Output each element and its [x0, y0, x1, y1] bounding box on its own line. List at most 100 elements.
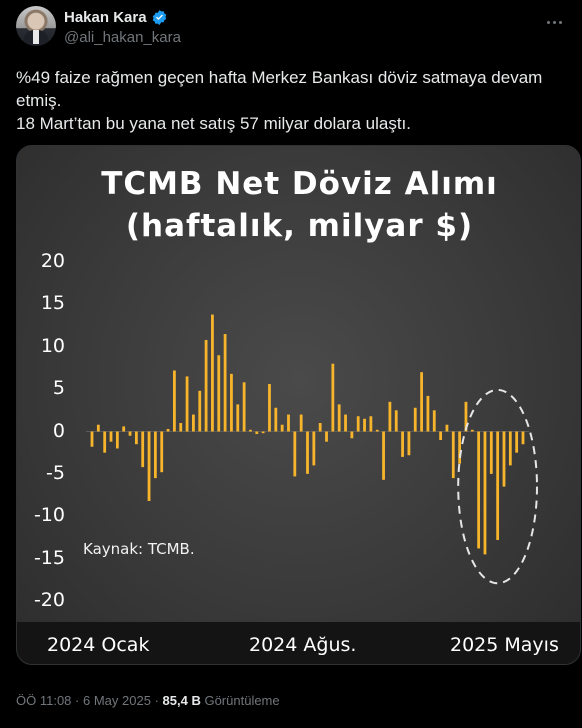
chart-bar — [413, 407, 417, 432]
chart-bar — [426, 395, 430, 432]
chart-bar — [496, 431, 500, 540]
meta-separator: · — [154, 693, 159, 708]
chart-bar — [122, 426, 126, 432]
chart-bar — [115, 431, 119, 449]
chart-bar — [483, 431, 487, 555]
tweet-header: Hakan Kara @ali_hakan_kara — [16, 6, 566, 50]
chart-bar — [458, 431, 462, 464]
x-category-label: 2024 Ağus. — [249, 634, 357, 656]
chart-bar — [470, 429, 474, 432]
chart-bar — [274, 407, 278, 432]
chart-bar — [515, 431, 519, 453]
chart-bar — [192, 414, 195, 432]
chart-bar — [451, 431, 455, 479]
author-name-row: Hakan Kara — [64, 9, 168, 26]
view-count: 85,4 B — [162, 693, 201, 708]
chart-bar — [337, 404, 341, 432]
chart-bar — [280, 424, 284, 432]
chart-bar — [173, 370, 176, 432]
verified-badge-icon — [152, 10, 166, 25]
chart-bar — [325, 431, 328, 442]
chart-bar — [350, 431, 354, 439]
chart-bar — [489, 431, 493, 474]
chart-bar — [382, 431, 385, 480]
tweet-date[interactable]: 6 May 2025 — [83, 693, 151, 708]
x-axis-band — [17, 622, 580, 664]
chart-bar — [521, 431, 525, 445]
chart-bar — [502, 431, 506, 487]
y-tick-label: -15 — [33, 546, 65, 569]
highlight-ellipse — [457, 388, 539, 585]
avatar-shirt — [33, 30, 39, 44]
chart-bar — [356, 416, 360, 432]
chart-subtitle: (haftalık, milyar $) — [125, 208, 474, 244]
meta-separator: · — [75, 693, 80, 708]
tweet-text-line-1: %49 faize rağmen geçen hafta Merkez Bank… — [16, 68, 543, 110]
y-tick-label: 10 — [40, 334, 65, 357]
chart-bar — [90, 431, 94, 447]
chart-bar — [109, 431, 113, 442]
chart-bar — [134, 431, 138, 445]
chart-bar — [179, 423, 183, 432]
chart-bar — [287, 414, 290, 432]
chart-bar — [141, 431, 145, 468]
chart-bar — [388, 401, 392, 432]
chart-bar — [420, 372, 423, 432]
chart-bar — [394, 410, 398, 432]
chart-bar — [407, 431, 411, 456]
more-options-icon[interactable] — [542, 12, 566, 32]
chart-bar — [439, 431, 442, 440]
chart-bar — [242, 382, 246, 432]
chart-bar — [185, 376, 189, 432]
x-category-label: 2024 Ocak — [47, 634, 150, 656]
chart-bar — [464, 401, 468, 432]
author-display-name[interactable]: Hakan Kara — [64, 9, 147, 26]
chart-bar — [236, 404, 240, 432]
chart-bar — [331, 363, 335, 432]
author-handle[interactable]: @ali_hakan_kara — [64, 29, 181, 46]
chart-bar — [249, 429, 252, 432]
chart-bar — [299, 414, 303, 432]
chart-bar — [477, 431, 481, 549]
chart-bar — [306, 431, 309, 474]
chart-bar — [312, 431, 316, 466]
chart-bar — [198, 390, 202, 432]
chart-bar — [363, 418, 366, 432]
view-count-label: Görüntüleme — [204, 693, 280, 708]
tweet-time[interactable]: ÖÖ 11:08 — [16, 693, 72, 708]
avatar[interactable] — [16, 6, 56, 46]
chart-bar — [217, 355, 221, 432]
x-category-label: 2025 Mayıs — [450, 634, 559, 656]
y-tick-label: -20 — [33, 589, 65, 611]
chart-plot — [86, 314, 539, 585]
y-tick-label: -5 — [46, 461, 65, 484]
chart-bar — [230, 373, 233, 432]
chart-bar — [293, 431, 297, 477]
chart-bar — [96, 424, 100, 432]
chart-bar — [261, 431, 265, 434]
tweet-media-chart[interactable]: TCMB Net Döviz Alımı (haftalık, milyar $… — [16, 145, 581, 665]
tweet-meta: ÖÖ 11:08 · 6 May 2025 · 85,4 B Görüntüle… — [16, 693, 280, 708]
chart-source: Kaynak: TCMB. — [83, 540, 195, 558]
y-tick-label: -10 — [33, 504, 65, 527]
chart-bar — [204, 339, 208, 432]
y-tick-label: 5 — [52, 377, 65, 400]
chart-bar — [508, 431, 512, 466]
chart-bar — [147, 431, 151, 501]
chart-bar — [369, 416, 373, 432]
chart-bar — [211, 314, 214, 432]
chart-bar — [268, 384, 271, 432]
chart-bar — [432, 410, 436, 432]
y-tick-label: 15 — [40, 292, 65, 315]
chart-bar — [401, 431, 404, 457]
tweet-text: %49 faize rağmen geçen hafta Merkez Bank… — [16, 66, 568, 135]
chart-bar — [223, 334, 227, 432]
y-tick-label: 20 — [40, 250, 65, 272]
chart-bar — [160, 431, 164, 473]
chart-title: TCMB Net Döviz Alımı — [101, 166, 498, 202]
chart-bar — [375, 429, 379, 432]
chart-bar — [153, 431, 157, 479]
chart-bar — [128, 431, 132, 436]
chart-bar — [445, 424, 449, 432]
chart-bar — [344, 414, 347, 432]
